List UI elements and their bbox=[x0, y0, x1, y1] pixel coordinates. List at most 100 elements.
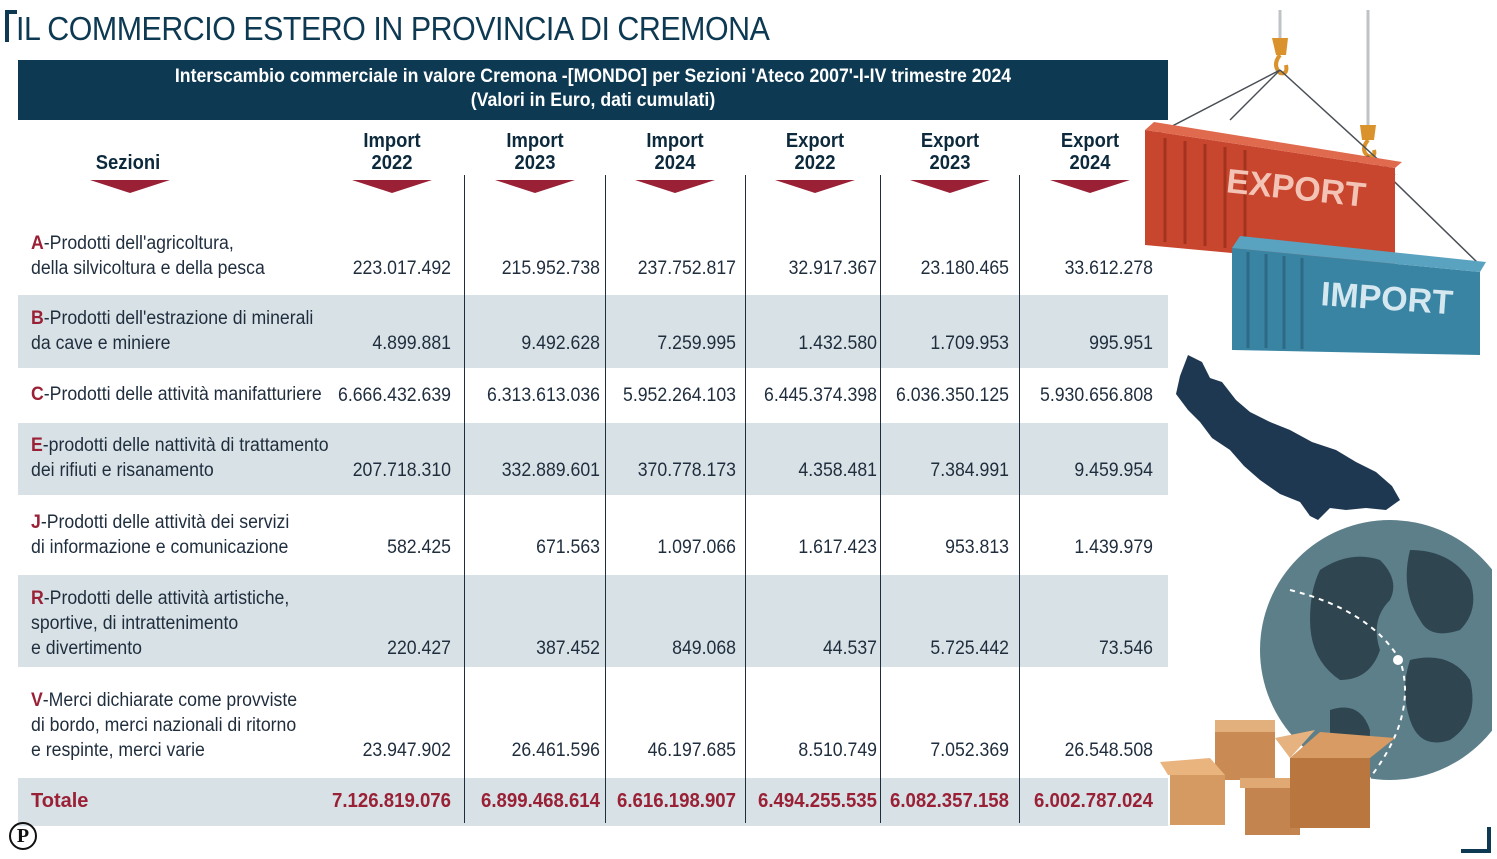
header-year: 2024 bbox=[1069, 152, 1111, 174]
value-export-2023: 6.036.350.125 bbox=[895, 385, 1009, 406]
value-import-2023: 26.461.596 bbox=[511, 740, 600, 761]
header-arrow bbox=[910, 180, 990, 193]
section-letter: J bbox=[31, 512, 41, 533]
label-line: di informazione e comunicazione bbox=[31, 537, 289, 558]
table-row-j: J-Prodotti delle attività dei servizi di… bbox=[18, 495, 1168, 575]
section-letter: V bbox=[31, 690, 43, 711]
value-import-2023: 332.889.601 bbox=[501, 460, 600, 481]
header-arrow bbox=[495, 180, 575, 193]
value-export-2022: 4.358.481 bbox=[798, 460, 877, 481]
row-label: V-Merci dichiarate come provviste di bor… bbox=[31, 688, 297, 763]
total-export-2023: 6.082.357.158 bbox=[890, 790, 1009, 812]
section-letter: C bbox=[31, 384, 44, 405]
table-row-a: A-Prodotti dell'agricoltura, della silvi… bbox=[18, 220, 1168, 295]
header-year: 2022 bbox=[371, 152, 413, 174]
value-export-2024: 33.612.278 bbox=[1064, 258, 1153, 279]
label-line: di bordo, merci nazionali di ritorno bbox=[31, 715, 297, 736]
header-import-2024: Import 2024 bbox=[638, 130, 712, 174]
table-row-v: V-Merci dichiarate come provviste di bor… bbox=[18, 667, 1168, 778]
total-import-2023: 6.899.468.614 bbox=[481, 790, 600, 812]
header-arrow bbox=[352, 180, 432, 193]
corner-mark-top-left bbox=[5, 10, 17, 42]
label-line: e respinte, merci varie bbox=[31, 740, 205, 761]
value-export-2022: 1.432.580 bbox=[798, 333, 877, 354]
corner-mark-bottom-right bbox=[1461, 827, 1491, 853]
label-line: -prodotti delle nattività di trattamento bbox=[42, 435, 329, 456]
value-import-2022: 6.666.432.639 bbox=[337, 385, 451, 406]
value-export-2024: 1.439.979 bbox=[1074, 537, 1153, 558]
table-row-e: E-prodotti delle nattività di trattament… bbox=[18, 423, 1168, 495]
value-export-2022: 6.445.374.398 bbox=[763, 385, 877, 406]
value-import-2024: 5.952.264.103 bbox=[622, 385, 736, 406]
value-export-2024: 995.951 bbox=[1089, 333, 1153, 354]
header-year: 2023 bbox=[514, 152, 556, 174]
column-divider bbox=[464, 175, 465, 823]
value-import-2023: 215.952.738 bbox=[501, 258, 600, 279]
value-import-2022: 582.425 bbox=[387, 537, 451, 558]
value-export-2023: 1.709.953 bbox=[930, 333, 1009, 354]
header-export-2023: Export 2023 bbox=[913, 130, 987, 174]
row-label: R-Prodotti delle attività artistiche, sp… bbox=[31, 586, 289, 661]
value-import-2022: 220.427 bbox=[387, 638, 451, 659]
value-import-2022: 207.718.310 bbox=[352, 460, 451, 481]
row-label: E-prodotti delle nattività di trattament… bbox=[31, 433, 329, 483]
row-label: C-Prodotti delle attività manifatturiere bbox=[31, 382, 322, 407]
header-arrow bbox=[635, 180, 715, 193]
column-divider bbox=[605, 175, 606, 823]
value-import-2024: 237.752.817 bbox=[637, 258, 736, 279]
total-export-2024: 6.002.787.024 bbox=[1034, 790, 1153, 812]
table-row-c: C-Prodotti delle attività manifatturiere… bbox=[18, 368, 1168, 423]
label-line: dei rifiuti e risanamento bbox=[31, 460, 214, 481]
row-label: A-Prodotti dell'agricoltura, della silvi… bbox=[31, 231, 265, 281]
label-line: -Prodotti dell'estrazione di minerali bbox=[43, 308, 314, 329]
label-line: sportive, di intrattenimento bbox=[31, 613, 239, 634]
value-export-2023: 5.725.442 bbox=[930, 638, 1009, 659]
row-label: B-Prodotti dell'estrazione di minerali d… bbox=[31, 306, 313, 356]
total-label: Totale bbox=[31, 790, 89, 812]
value-import-2023: 387.452 bbox=[536, 638, 600, 659]
column-divider bbox=[1019, 175, 1020, 823]
value-export-2023: 953.813 bbox=[945, 537, 1009, 558]
label-line: e divertimento bbox=[31, 638, 142, 659]
total-export-2022: 6.494.255.535 bbox=[758, 790, 877, 812]
table-row-b: B-Prodotti dell'estrazione di minerali d… bbox=[18, 295, 1168, 368]
value-export-2022: 32.917.367 bbox=[788, 258, 877, 279]
table-caption-banner: Interscambio commerciale in valore Cremo… bbox=[18, 60, 1168, 120]
value-import-2022: 4.899.881 bbox=[372, 333, 451, 354]
header-label: Import bbox=[646, 130, 704, 152]
value-export-2024: 5.930.656.808 bbox=[1039, 385, 1153, 406]
value-export-2023: 7.384.991 bbox=[930, 460, 1009, 481]
label-line: della silvicoltura e della pesca bbox=[31, 258, 265, 279]
value-import-2024: 849.068 bbox=[672, 638, 736, 659]
value-import-2024: 1.097.066 bbox=[657, 537, 736, 558]
header-sezioni: Sezioni bbox=[95, 152, 161, 174]
total-import-2022: 7.126.819.076 bbox=[332, 790, 451, 812]
label-line: -Merci dichiarate come provviste bbox=[42, 690, 298, 711]
header-arrow bbox=[1050, 180, 1130, 193]
label-line: da cave e miniere bbox=[31, 333, 171, 354]
value-import-2024: 7.259.995 bbox=[657, 333, 736, 354]
value-import-2023: 671.563 bbox=[536, 537, 600, 558]
header-export-2022: Export 2022 bbox=[778, 130, 852, 174]
value-export-2022: 8.510.749 bbox=[798, 740, 877, 761]
cardboard-boxes bbox=[1160, 720, 1395, 835]
import-container: IMPORT bbox=[1232, 236, 1486, 355]
row-label: J-Prodotti delle attività dei servizi di… bbox=[31, 510, 289, 560]
value-import-2023: 6.313.613.036 bbox=[486, 385, 600, 406]
label-line: -Prodotti dell'agricoltura, bbox=[43, 233, 234, 254]
header-label: Export bbox=[785, 130, 845, 152]
province-map bbox=[1176, 355, 1400, 520]
trade-illustration: EXPORT IMPORT bbox=[1145, 10, 1492, 835]
value-import-2023: 9.492.628 bbox=[521, 333, 600, 354]
caption-line-1: Interscambio commerciale in valore Cremo… bbox=[174, 66, 1012, 87]
header-label: Export bbox=[920, 130, 980, 152]
value-import-2022: 23.947.902 bbox=[362, 740, 451, 761]
header-export-2024: Export 2024 bbox=[1053, 130, 1127, 174]
header-arrow-sezioni bbox=[90, 180, 170, 193]
header-arrow bbox=[775, 180, 855, 193]
value-export-2024: 9.459.954 bbox=[1074, 460, 1153, 481]
import-label: IMPORT bbox=[1320, 275, 1455, 322]
header-label: Import bbox=[506, 130, 564, 152]
publisher-logo: P bbox=[9, 822, 37, 850]
section-letter: R bbox=[31, 588, 44, 609]
